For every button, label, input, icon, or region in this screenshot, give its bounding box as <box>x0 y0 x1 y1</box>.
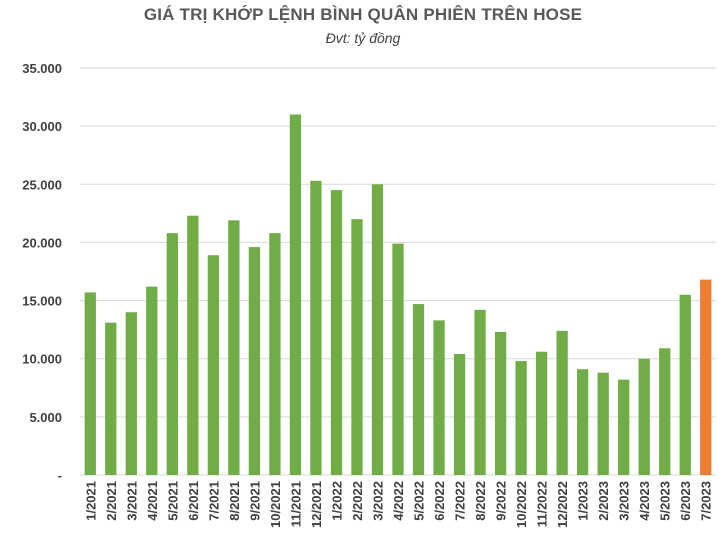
x-tick-label: 1/2022 <box>329 481 344 521</box>
bar-4-2023 <box>638 358 650 475</box>
x-tick-label: 2/2021 <box>104 481 119 521</box>
bar-8-2021 <box>228 220 240 475</box>
y-tick-label: 35.000 <box>22 61 62 76</box>
bar-3-2022 <box>371 184 384 476</box>
bar-2-2021 <box>105 322 117 475</box>
x-tick-label: 3/2022 <box>370 481 385 521</box>
x-tick-label: 6/2021 <box>186 481 201 521</box>
y-tick-label: 10.000 <box>22 352 62 367</box>
x-tick-label: 12/2021 <box>309 481 324 528</box>
x-tick-label: 11/2022 <box>535 481 550 527</box>
bar-9-2022 <box>494 331 507 475</box>
x-tick-label: 1/2021 <box>83 481 98 521</box>
x-tick-label: 6/2023 <box>678 481 693 521</box>
bar-2-2022 <box>351 219 363 475</box>
x-tick-label: 3/2023 <box>617 481 632 521</box>
bar-7-2021 <box>207 255 219 475</box>
bar-5-2023 <box>659 348 671 475</box>
x-tick-label: 12/2022 <box>555 481 570 528</box>
x-tick-label: 5/2023 <box>658 481 673 521</box>
bar-12-2021 <box>310 180 322 475</box>
x-tick-label: 10/2021 <box>268 481 283 528</box>
bar-3-2023 <box>618 379 630 475</box>
bar-7-2022 <box>453 354 466 475</box>
x-tick-label: 2/2023 <box>596 481 611 521</box>
bar-9-2021 <box>248 247 261 475</box>
y-tick-label: 25.000 <box>22 177 62 192</box>
bar-12-2022 <box>556 330 568 475</box>
x-tick-label: 8/2021 <box>227 481 242 521</box>
bar-5-2022 <box>412 304 425 475</box>
y-tick-label: 20.000 <box>22 235 62 250</box>
bar-6-2021 <box>187 215 199 475</box>
bar-1-2022 <box>330 190 343 475</box>
bar-5-2021 <box>166 233 178 475</box>
x-tick-label: 7/2023 <box>699 481 714 521</box>
x-tick-label: 4/2022 <box>391 481 406 521</box>
bar-10-2021 <box>269 233 281 475</box>
y-tick-label: 15.000 <box>22 294 62 309</box>
x-tick-label: 5/2022 <box>412 481 427 521</box>
x-tick-label: 4/2023 <box>637 481 652 521</box>
y-tick-label: - <box>58 468 62 483</box>
x-tick-label: 8/2022 <box>473 481 488 521</box>
bar-3-2021 <box>125 312 137 475</box>
bar-1-2021 <box>84 292 96 475</box>
bar-10-2022 <box>515 361 527 475</box>
x-tick-label: 10/2022 <box>514 481 529 528</box>
x-tick-label: 7/2022 <box>453 481 468 521</box>
bar-11-2021 <box>289 114 302 475</box>
x-tick-label: 3/2021 <box>124 481 139 521</box>
chart-title: GIÁ TRỊ KHỚP LỆNH BÌNH QUÂN PHIÊN TRÊN H… <box>143 5 583 24</box>
bar-4-2021 <box>146 286 158 475</box>
y-tick-label: 5.000 <box>29 410 62 425</box>
x-tick-label: 6/2022 <box>432 481 447 521</box>
bar-8-2022 <box>474 309 486 475</box>
bar-2-2023 <box>597 372 609 475</box>
chart-subtitle: Đvt: tỷ đồng <box>325 30 401 46</box>
x-tick-label: 5/2021 <box>165 481 180 521</box>
x-tick-label: 9/2022 <box>494 481 509 521</box>
bar-6-2022 <box>433 320 445 475</box>
x-tick-label: 1/2023 <box>576 481 591 521</box>
bar-6-2023 <box>679 294 691 475</box>
bar-1-2023 <box>577 369 589 475</box>
x-tick-label: 4/2021 <box>145 481 160 521</box>
bar-11-2022 <box>535 351 548 475</box>
x-tick-label: 7/2021 <box>206 481 221 521</box>
bar-4-2022 <box>392 243 404 475</box>
bar-7-2023 <box>700 279 712 475</box>
y-tick-label: 30.000 <box>22 119 62 134</box>
x-tick-label: 2/2022 <box>350 481 365 521</box>
x-tick-label: 11/2021 <box>288 481 303 527</box>
x-tick-label: 9/2021 <box>247 481 262 521</box>
